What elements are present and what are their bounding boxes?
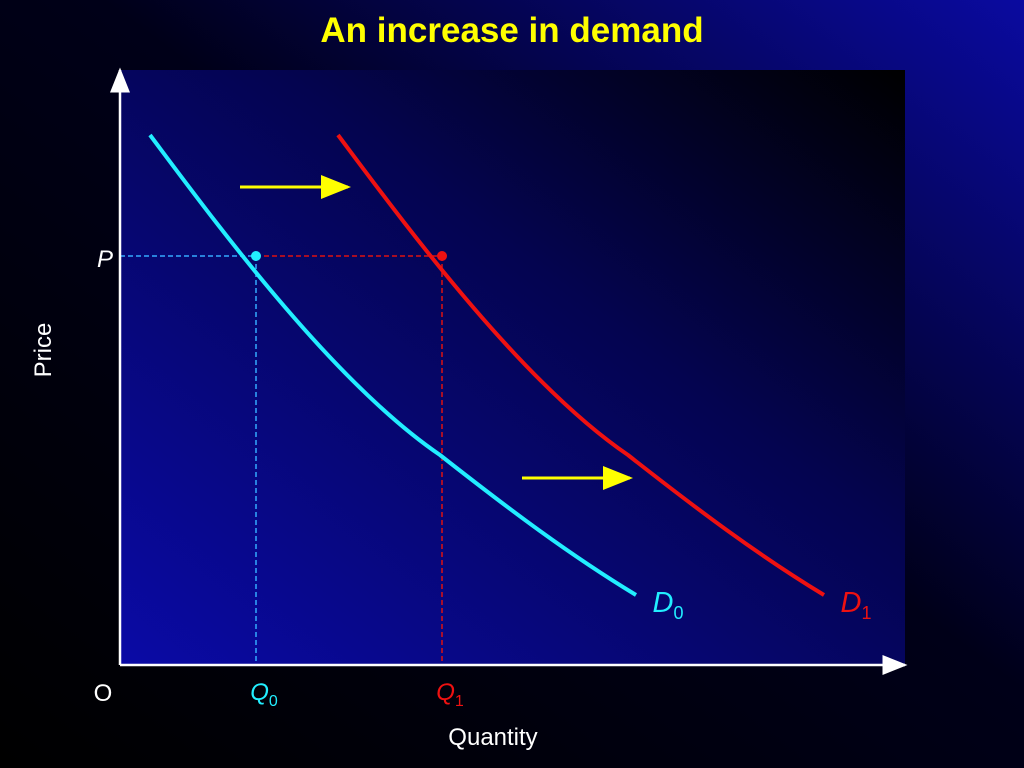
origin-label: O xyxy=(94,680,113,707)
title: An increase in demand xyxy=(320,11,703,50)
q0-label: Q0 xyxy=(250,679,278,710)
price-label: P xyxy=(97,246,113,273)
demand-curve-d1 xyxy=(336,133,826,597)
x-axis-label: Quantity xyxy=(448,724,537,751)
plot-area xyxy=(120,70,905,665)
y-axis-label: Price xyxy=(30,323,57,378)
demand-curve-d0 xyxy=(148,133,638,597)
d0-label: D0 xyxy=(653,587,684,623)
point xyxy=(437,251,447,261)
d1-label: D1 xyxy=(841,587,872,623)
point xyxy=(251,251,261,261)
q1-label: Q1 xyxy=(436,679,464,710)
